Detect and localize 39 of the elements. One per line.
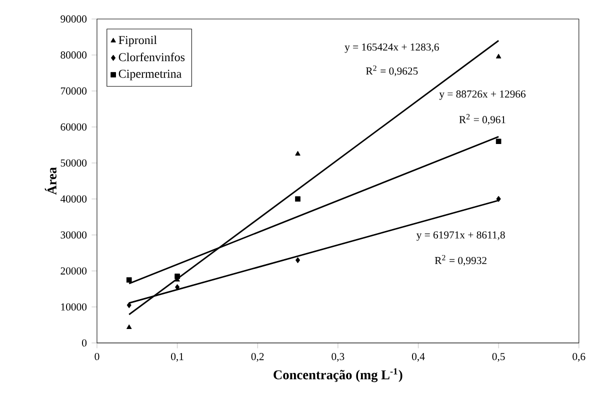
annotation: y = 88726x + 12966 bbox=[439, 90, 526, 100]
point bbox=[496, 138, 502, 144]
y-tick-label: 10000 bbox=[61, 303, 87, 311]
point bbox=[296, 257, 300, 264]
annotation: R$^{2}$ = 0,961 bbox=[459, 114, 506, 125]
x-tick-label: 0 bbox=[94, 353, 100, 360]
x-axis-title: Concentração (mg L$^{-1}$) bbox=[274, 368, 402, 382]
y-tick-label: 70000 bbox=[60, 87, 87, 95]
x-tick-label: 0,1 bbox=[171, 353, 184, 362]
legend-label: Cipermetrina bbox=[118, 70, 182, 80]
point bbox=[126, 324, 132, 330]
point bbox=[174, 274, 180, 280]
y-tick-label: 90000 bbox=[60, 15, 87, 23]
y-tick-label: 20000 bbox=[60, 267, 87, 275]
point bbox=[126, 277, 132, 283]
y-tick-label: 80000 bbox=[60, 51, 87, 59]
point bbox=[496, 54, 502, 58]
annotation: y = 165424x + 1283,6 bbox=[344, 43, 439, 53]
annotation: y = 61971x + 8611,8 bbox=[416, 231, 505, 241]
x-tick-label: 0,4 bbox=[412, 353, 425, 362]
legend-label: Clorfenvinfos bbox=[118, 52, 185, 62]
y-tick-label: 30000 bbox=[60, 231, 87, 239]
y-tick-label: 50000 bbox=[60, 159, 87, 167]
y-tick-label: 60000 bbox=[60, 123, 87, 131]
y-axis-title: Área bbox=[44, 167, 56, 195]
point bbox=[175, 284, 180, 290]
point bbox=[496, 196, 501, 202]
x-tick-label: 0,3 bbox=[332, 353, 344, 362]
point bbox=[295, 196, 300, 202]
x-tick-label: 0,6 bbox=[572, 353, 586, 362]
y-tick-label: 0 bbox=[82, 339, 87, 347]
point bbox=[126, 302, 132, 308]
x-tick-label: 0,5 bbox=[492, 353, 505, 362]
point bbox=[295, 151, 300, 156]
annotation: R$^{2}$ = 0,9932 bbox=[434, 254, 486, 266]
y-tick-label: 40000 bbox=[60, 195, 87, 203]
x-tick-label: 0,2 bbox=[251, 353, 264, 362]
legend-label: Fipronil bbox=[118, 36, 157, 47]
annotation: R$^{2}$ = 0,9625 bbox=[366, 66, 418, 76]
